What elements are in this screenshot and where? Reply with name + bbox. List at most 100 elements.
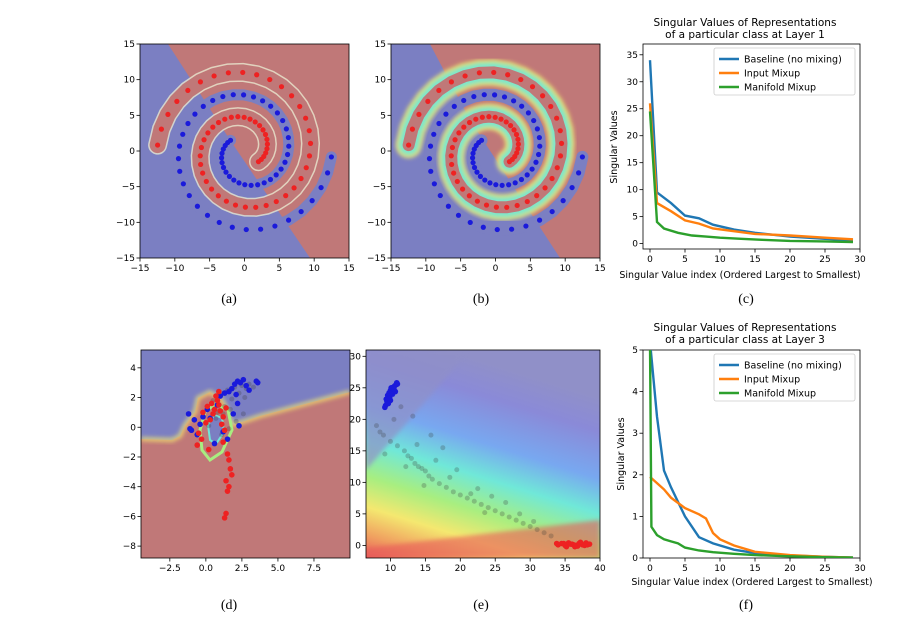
red-point <box>200 409 206 416</box>
red-point <box>222 116 228 122</box>
blue-point <box>210 97 216 104</box>
mixed-point <box>443 484 449 490</box>
blue-point <box>318 184 324 191</box>
red-point <box>572 543 578 550</box>
blue-point <box>220 146 226 152</box>
blue-corner-e <box>366 350 470 470</box>
blue-point <box>494 226 500 233</box>
mixed-point <box>503 500 509 506</box>
red-point <box>425 98 431 104</box>
x-tick-label: 5 <box>682 255 688 265</box>
mixed-point <box>401 448 407 454</box>
blue-point <box>283 126 289 132</box>
y-tick-label: 20 <box>350 415 362 425</box>
blue-point <box>298 208 304 215</box>
x-tick-label: 30 <box>854 255 866 265</box>
red-point <box>232 202 239 208</box>
blue-point <box>525 110 532 116</box>
legend-label: Input Mixup <box>744 375 800 386</box>
blue-point <box>229 385 235 392</box>
mixed-point <box>513 517 519 523</box>
blue-point <box>487 180 493 186</box>
blue-point <box>267 176 274 183</box>
blue-point <box>426 156 433 162</box>
y-tick-label: −10 <box>367 218 386 228</box>
red-point <box>241 114 247 120</box>
y-tick-label: 4 <box>130 364 136 374</box>
mixed-point <box>499 511 505 517</box>
red-point <box>197 153 203 159</box>
red-point <box>452 137 458 143</box>
mixed-point <box>226 426 232 432</box>
blue-point <box>272 223 278 229</box>
mixed-point <box>403 464 409 470</box>
red-point <box>513 131 520 138</box>
blue-point <box>285 217 292 223</box>
mixed-point <box>489 493 495 499</box>
red-point <box>260 127 266 133</box>
series-line <box>649 476 854 558</box>
red-point <box>466 119 473 126</box>
panel-f: Singular Values of Representations of a … <box>616 322 873 613</box>
mixed-point <box>421 483 427 489</box>
blue-point <box>180 181 186 187</box>
blue-point <box>474 169 480 175</box>
red-point <box>204 403 211 410</box>
red-point <box>198 436 205 442</box>
red-point <box>211 73 217 79</box>
red-point <box>216 388 222 395</box>
red-point <box>210 124 216 130</box>
mixed-point <box>380 432 386 438</box>
mixed-point <box>447 474 453 480</box>
mixed-point <box>426 473 432 479</box>
red-point <box>200 170 206 176</box>
mixed-point <box>405 453 411 459</box>
x-tick-label: 20 <box>784 564 796 574</box>
blue-point <box>217 393 224 399</box>
red-point <box>198 161 204 168</box>
caption-b: (b) <box>473 292 490 307</box>
blue-point <box>194 203 201 209</box>
mixed-point <box>394 443 400 449</box>
axes-e: 10 15 20 25 30 35 40 0 5 10 15 20 25 30 <box>350 352 606 574</box>
caption-e: (e) <box>473 598 489 613</box>
mixed-point <box>471 498 477 504</box>
lines-f <box>648 350 854 558</box>
y-tick-label: 2 <box>130 394 136 404</box>
y-tick-label: 35 <box>627 51 638 61</box>
x-tick-label: 30 <box>854 564 866 574</box>
mixed-point <box>419 465 425 471</box>
blue-point <box>309 198 315 204</box>
x-tick-label: 0 <box>647 564 653 574</box>
blue-point <box>191 417 198 423</box>
red-point <box>264 146 270 152</box>
red-point <box>557 128 563 134</box>
blue-point <box>518 176 525 183</box>
mixed-point <box>468 491 474 497</box>
y-tick-label: 4 <box>632 388 638 398</box>
y-tick-label: 5 <box>380 111 386 121</box>
red-point <box>229 472 235 478</box>
title-c-line1: Singular Values of Representations <box>654 17 837 29</box>
blue-point <box>221 390 228 396</box>
red-point <box>158 126 165 132</box>
blue-point <box>482 177 488 183</box>
red-point <box>558 140 565 146</box>
x-tick-label: 25 <box>819 564 830 574</box>
series-line <box>648 111 854 244</box>
red-point <box>220 414 226 420</box>
title-f-line1: Singular Values of Representations <box>654 322 837 334</box>
x-tick-label: −5 <box>454 264 467 274</box>
blue-point <box>455 212 462 218</box>
red-point <box>560 540 567 547</box>
x-tick-label: −15 <box>382 264 401 274</box>
mixed-point <box>414 442 420 448</box>
red-point <box>205 130 211 136</box>
red-point <box>207 417 213 423</box>
title-f-line2: of a particular class at Layer 3 <box>665 334 825 346</box>
blue-point <box>443 111 449 117</box>
blue-point <box>431 181 437 187</box>
x-tick-label: 15 <box>594 264 605 274</box>
blue-point <box>523 223 529 229</box>
